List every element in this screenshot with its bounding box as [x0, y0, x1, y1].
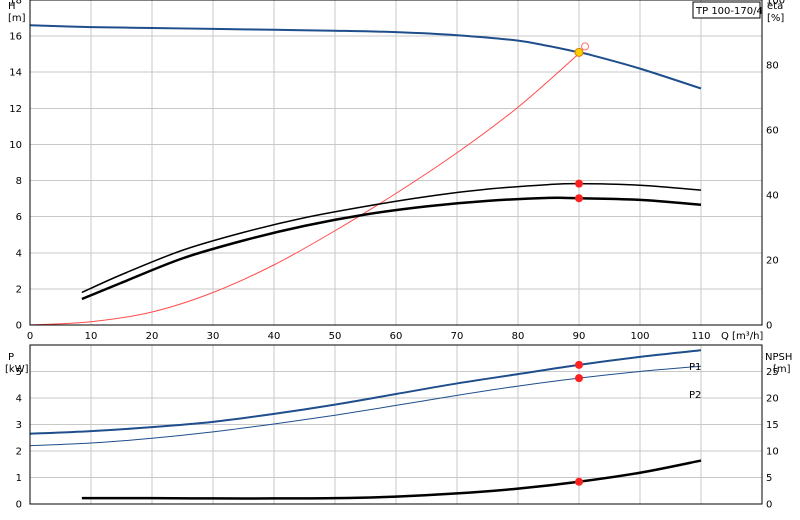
top-plot-frame [29, 0, 763, 326]
top-right-tick-60: 60 [766, 126, 779, 137]
bottom-right-axis-label-line2: [m] [773, 364, 791, 375]
x-tick-20: 20 [146, 331, 159, 342]
bottom-right-tick-15: 15 [766, 420, 779, 431]
series-layer [29, 24, 702, 500]
series-label-p2: P2 [689, 390, 701, 401]
top-left-tick-12: 12 [9, 104, 22, 115]
bottom-left-tick-4: 4 [16, 394, 22, 405]
bottom-right-tick-10: 10 [766, 447, 779, 458]
x-tick-0: 0 [27, 331, 33, 342]
model-label: TP 100-170/4 [695, 6, 763, 17]
x-axis-label: Q [m³/h] [721, 331, 763, 342]
npsh-curve-duty-marker [575, 477, 583, 486]
npsh-curve [81, 459, 702, 500]
bottom-right-tick-0: 0 [766, 500, 772, 511]
bottom-right-tick-25: 25 [766, 367, 779, 378]
bottom-left-axis-label-line1: P [8, 352, 14, 363]
top-left-tick-16: 16 [9, 32, 22, 43]
marker-layer [574, 42, 589, 486]
bottom-right-axis-label-line1: NPSH [765, 352, 792, 363]
top-right-axis-label-line2: [%] [767, 13, 784, 24]
top-right-tick-80: 80 [766, 61, 779, 72]
top-right-tick-40: 40 [766, 191, 779, 202]
x-tick-80: 80 [512, 331, 525, 342]
top-right-tick-20: 20 [766, 256, 779, 267]
x-tick-60: 60 [390, 331, 403, 342]
model-label-box [692, 1, 761, 19]
x-tick-70: 70 [451, 331, 464, 342]
top-left-tick-8: 8 [16, 176, 22, 187]
x-tick-10: 10 [85, 331, 98, 342]
top-right-tick-100: 100 [766, 0, 785, 7]
x-tick-40: 40 [268, 331, 281, 342]
bottom-left-tick-5: 5 [16, 367, 22, 378]
bottom-grid [30, 345, 762, 504]
lower-black-curve-duty-marker [575, 194, 583, 203]
p2-curve [29, 365, 702, 447]
x-tick-100: 100 [630, 331, 649, 342]
top-left-tick-18: 18 [9, 0, 22, 7]
bottom-right-tick-20: 20 [766, 394, 779, 405]
top-left-tick-0: 0 [16, 321, 22, 332]
upper-black-curve-duty-marker [575, 179, 583, 188]
top-left-tick-4: 4 [16, 248, 22, 259]
bottom-left-tick-1: 1 [16, 473, 22, 484]
top-left-axis-label-line1: H [8, 1, 16, 12]
bottom-left-tick-3: 3 [16, 420, 22, 431]
efficiency-curve [29, 53, 580, 326]
duty-point-marker [574, 47, 584, 57]
top-right-axis-label-line1: eta [767, 1, 783, 12]
bottom-left-tick-0: 0 [16, 500, 22, 511]
p1-curve-duty-marker [575, 360, 583, 369]
top-left-tick-14: 14 [9, 68, 22, 79]
lower-black-curve [81, 196, 702, 301]
top-grid [30, 0, 762, 325]
bottom-right-tick-5: 5 [766, 473, 772, 484]
bottom-left-tick-2: 2 [16, 447, 22, 458]
top-right-tick-0: 0 [766, 321, 772, 332]
x-tick-30: 30 [207, 331, 220, 342]
head-curve [29, 24, 702, 90]
series-label-p1: P1 [689, 362, 701, 373]
x-tick-50: 50 [329, 331, 342, 342]
p1-curve [29, 349, 702, 435]
p2-curve-duty-marker [575, 374, 583, 383]
x-tick-110: 110 [691, 331, 710, 342]
bottom-plot-frame [29, 344, 763, 505]
top-left-tick-2: 2 [16, 284, 22, 295]
bottom-left-axis-label-line2: [kW] [5, 364, 29, 375]
efficiency-peak-marker [581, 42, 589, 51]
top-left-axis-label-line2: [m] [8, 13, 26, 24]
top-left-tick-6: 6 [16, 212, 22, 223]
x-tick-90: 90 [573, 331, 586, 342]
top-left-tick-10: 10 [9, 140, 22, 151]
